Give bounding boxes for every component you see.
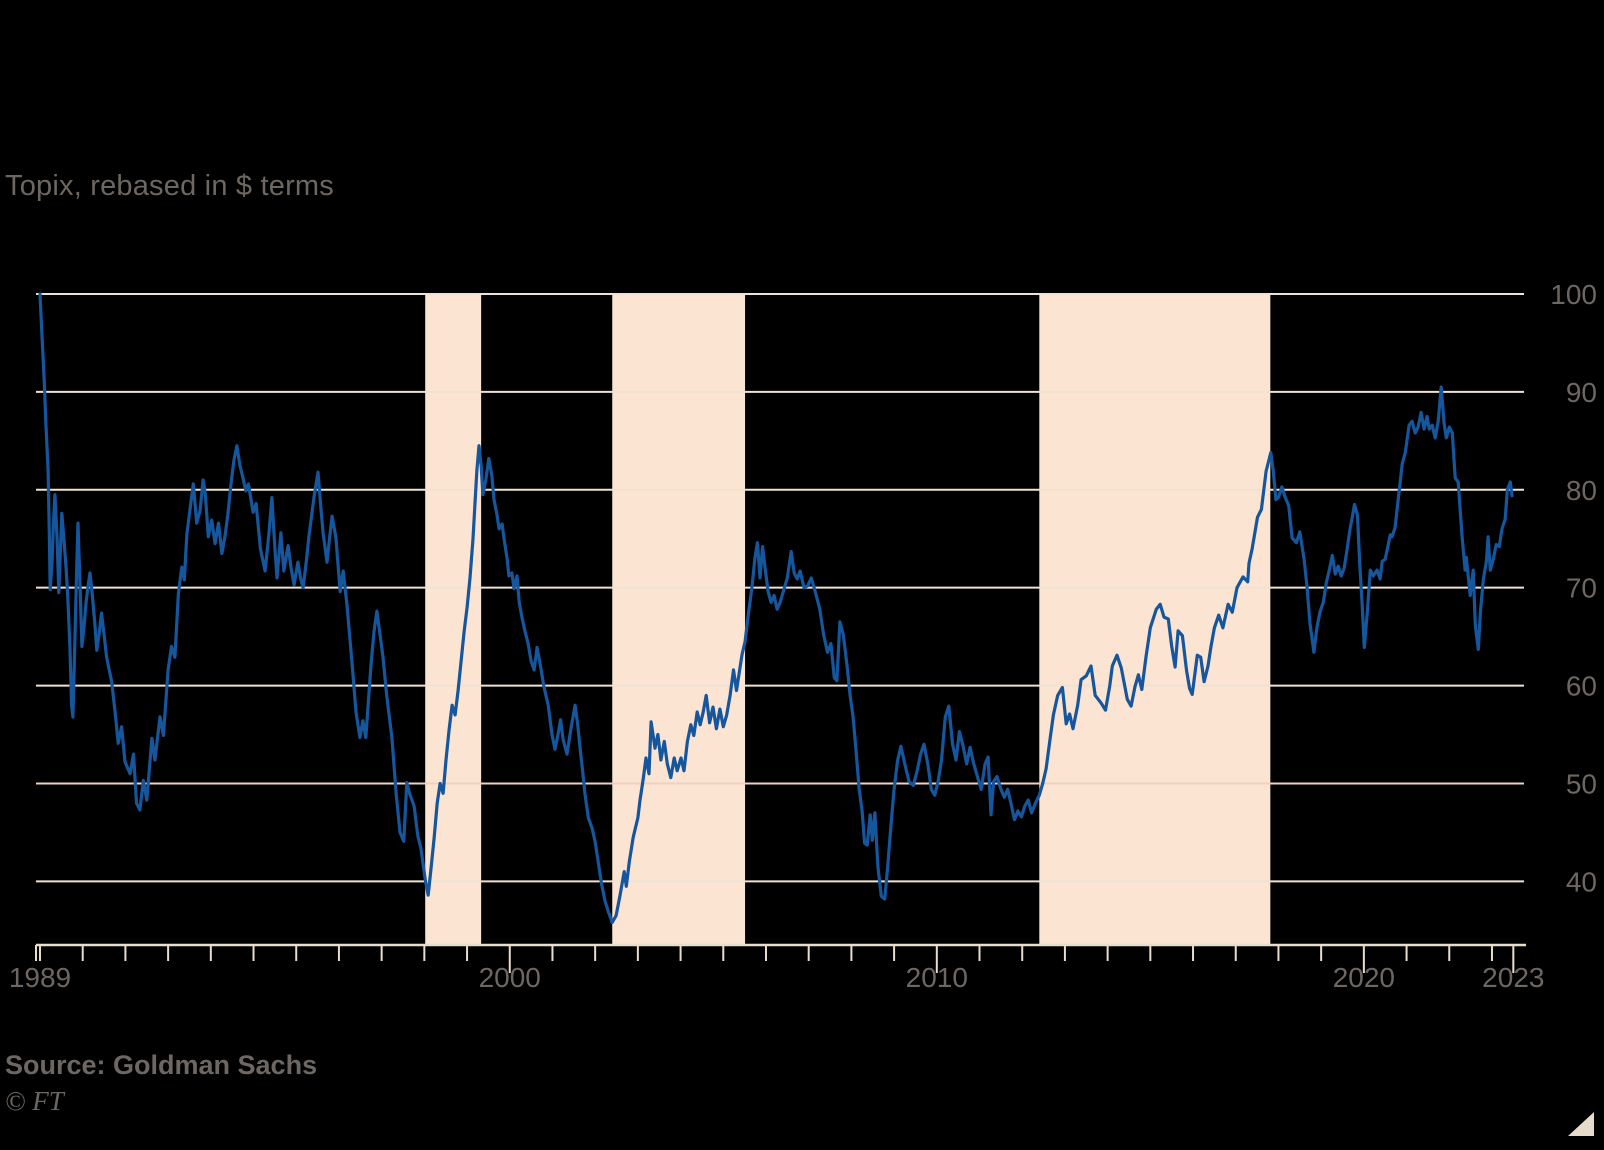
x-tick-label-2010: 2010	[906, 962, 968, 993]
y-tick-label-90: 90	[1566, 377, 1597, 408]
source-note: Source: Goldman Sachs	[5, 1050, 318, 1080]
y-tick-label-100: 100	[1550, 279, 1597, 310]
copyright-note: © FT	[5, 1086, 64, 1116]
y-tick-label-80: 80	[1566, 475, 1597, 506]
y-tick-label-70: 70	[1566, 573, 1597, 604]
y-tick-label-50: 50	[1566, 768, 1597, 799]
chart-title: Topix, rebased in $ terms	[5, 170, 334, 202]
x-tick-label-2020: 2020	[1333, 962, 1395, 993]
y-tick-label-40: 40	[1566, 866, 1597, 897]
ft-corner-triangle-icon	[1568, 1112, 1594, 1136]
series-line	[38, 292, 1514, 925]
x-tick-label-1989: 1989	[9, 962, 71, 993]
shaded-band	[1039, 295, 1271, 945]
x-tick-label-2000: 2000	[479, 962, 541, 993]
x-tick-label-2023: 2023	[1482, 962, 1544, 993]
y-tick-label-60: 60	[1566, 671, 1597, 702]
